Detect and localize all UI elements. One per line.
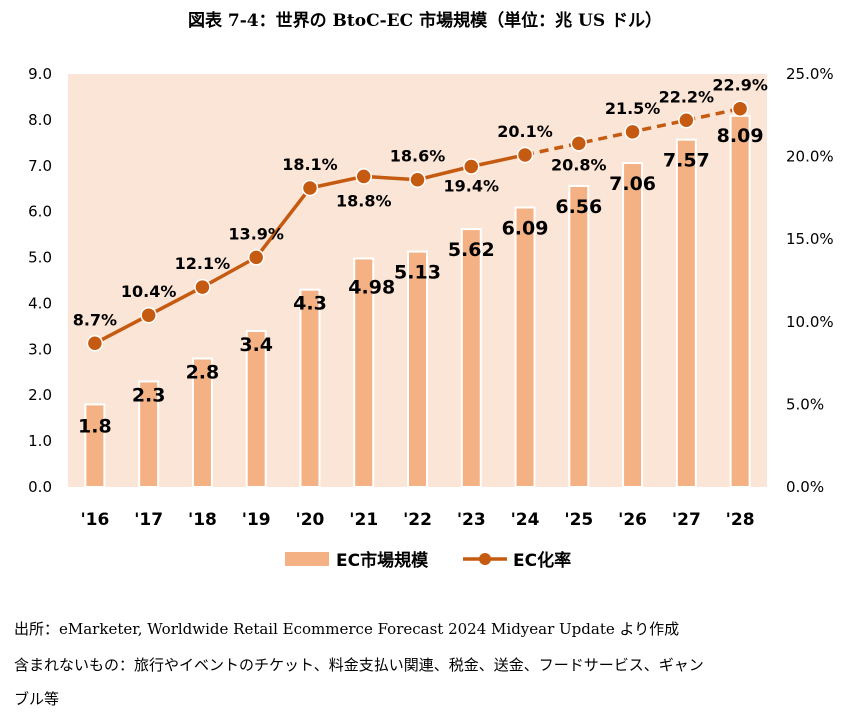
rate-value-label: 20.1% [497, 122, 553, 141]
x-tick-label: '27 [672, 510, 701, 530]
rate-value-label: 13.9% [228, 224, 284, 243]
bar [138, 380, 160, 489]
legend-label-line: EC化率 [513, 550, 571, 571]
x-tick-label: '22 [403, 510, 432, 530]
bar-value-label: 2.3 [132, 384, 166, 406]
x-tick-label: '17 [134, 510, 163, 530]
legend-label-bar: EC市場規模 [336, 550, 429, 571]
rate-marker [355, 168, 372, 185]
rate-marker [516, 146, 534, 164]
legend: EC市場規模 EC化率 [285, 550, 571, 571]
rate-data-labels: 8.7%10.4% 12.1% 13.9% 18.1% 18.8% 18.6% 19.4% 2… [73, 76, 768, 330]
y-left-tick-label: 0.0 [28, 478, 52, 496]
y-left-tick-label: 9.0 [28, 65, 52, 83]
bar-data-labels: 1.8 2.3 2.8 3.4 4.3 4.985.13 5.62 6.09 6.56 7.06 7… [78, 125, 764, 438]
x-tick-label: '23 [457, 510, 486, 530]
bar [675, 138, 697, 488]
rate-value-label: 10.4% [121, 282, 177, 301]
legend-swatch-bar [285, 552, 329, 566]
bar [84, 403, 106, 488]
rate-value-label: 19.4% [444, 177, 500, 196]
x-tick-label: '24 [511, 510, 540, 530]
x-tick-label: '20 [296, 510, 325, 530]
x-tick-label: '28 [726, 510, 755, 530]
rate-marker [86, 335, 104, 352]
x-tick-label: '19 [242, 510, 271, 530]
rate-value-label: 12.1% [175, 254, 231, 273]
y-left-tick-label: 7.0 [28, 157, 52, 175]
y-left-tick-label: 3.0 [28, 340, 52, 358]
rate-value-label: 22.2% [659, 87, 715, 106]
rate-marker [570, 135, 588, 152]
bar [299, 288, 321, 488]
source-note: 出所：eMarketer, Worldwide Retail Ecommerce… [14, 620, 680, 638]
excluded-note-continued: ブル等 [14, 690, 60, 708]
y-right-tick-label: 0.0% [786, 478, 824, 496]
rate-marker [194, 278, 211, 296]
y-left-tick-label: 1.0 [28, 432, 52, 450]
bar-value-label: 4.3 [293, 293, 327, 315]
y-left-tick-label: 4.0 [28, 294, 52, 312]
bar-value-label: 4.98 [348, 276, 395, 298]
bar-value-label: 7.57 [663, 150, 710, 172]
bar [353, 257, 375, 488]
bar-value-label: 2.8 [186, 362, 220, 384]
rate-value-label: 21.5% [605, 99, 661, 118]
rate-value-label: 22.9% [712, 76, 768, 95]
bar-value-label: 8.09 [717, 125, 764, 147]
rate-value-label: 18.1% [282, 155, 338, 174]
bar-value-label: 1.8 [78, 415, 112, 437]
x-tick-label: '25 [564, 510, 593, 530]
bar [460, 228, 482, 489]
line-series [86, 100, 749, 352]
legend-swatch-marker [479, 553, 491, 565]
y-right-tick-label: 15.0% [786, 230, 834, 248]
x-tick-label: '16 [80, 510, 109, 530]
bar-value-label: 3.4 [239, 334, 273, 356]
bar-value-label: 5.13 [394, 262, 441, 284]
y-left-tick-label: 6.0 [28, 203, 52, 221]
rate-value-label: 20.8% [551, 155, 607, 174]
bar-series [84, 114, 751, 489]
y-right-tick-label: 20.0% [786, 148, 834, 166]
rate-value-label: 18.6% [390, 147, 446, 166]
rate-marker [247, 249, 265, 266]
y-right-tick-label: 5.0% [786, 395, 824, 413]
bar [191, 357, 213, 488]
y-left-tick-label: 2.0 [28, 386, 52, 404]
rate-marker [731, 100, 749, 117]
rate-marker [301, 179, 319, 197]
bar-value-label: 6.09 [502, 218, 549, 240]
bar [622, 162, 644, 488]
y-right-tick-label: 10.0% [786, 313, 834, 331]
rate-marker [463, 158, 480, 175]
rate-value-label: 18.8% [336, 191, 392, 210]
bar [407, 250, 428, 488]
x-tick-label: '21 [349, 510, 378, 530]
rate-marker [678, 112, 695, 129]
bar [514, 206, 536, 489]
x-axis: '16 '17 '18 '19 '20 '21 '22 '23 '24 '25 '26 '27 '28 [80, 510, 754, 530]
bar [729, 114, 751, 489]
y-left-tick-label: 8.0 [28, 111, 52, 129]
rate-value-label: 8.7% [73, 310, 117, 329]
bar [568, 184, 590, 488]
y-left-tick-label: 5.0 [28, 249, 52, 267]
bar [245, 329, 267, 488]
bar-value-label: 6.56 [555, 196, 602, 218]
x-tick-label: '18 [188, 510, 217, 530]
rate-marker [409, 171, 426, 188]
chart: 0.0 1.0 2.0 3.0 4.0 5.0 6.0 7.0 8.0 9.0 0.0% 5.0% 1… [28, 65, 834, 571]
bar-value-label: 7.06 [609, 173, 656, 195]
bar-value-label: 5.62 [448, 239, 495, 261]
y-right-tick-label: 25.0% [786, 65, 834, 83]
y-axis-left: 0.0 1.0 2.0 3.0 4.0 5.0 6.0 7.0 8.0 9.0 [28, 65, 52, 496]
rate-marker [624, 123, 641, 141]
chart-title: 図表 7-4：世界の BtoC-EC 市場規模（単位：兆 US ドル） [187, 11, 663, 31]
rate-marker [140, 306, 157, 324]
x-tick-label: '26 [618, 510, 647, 530]
excluded-note: 含まれないもの：旅行やイベントのチケット、料金支払い関連、税金、送金、フードサー… [14, 656, 704, 674]
y-axis-right: 0.0% 5.0% 10.0% 15.0% 20.0% 25.0% [786, 65, 834, 496]
